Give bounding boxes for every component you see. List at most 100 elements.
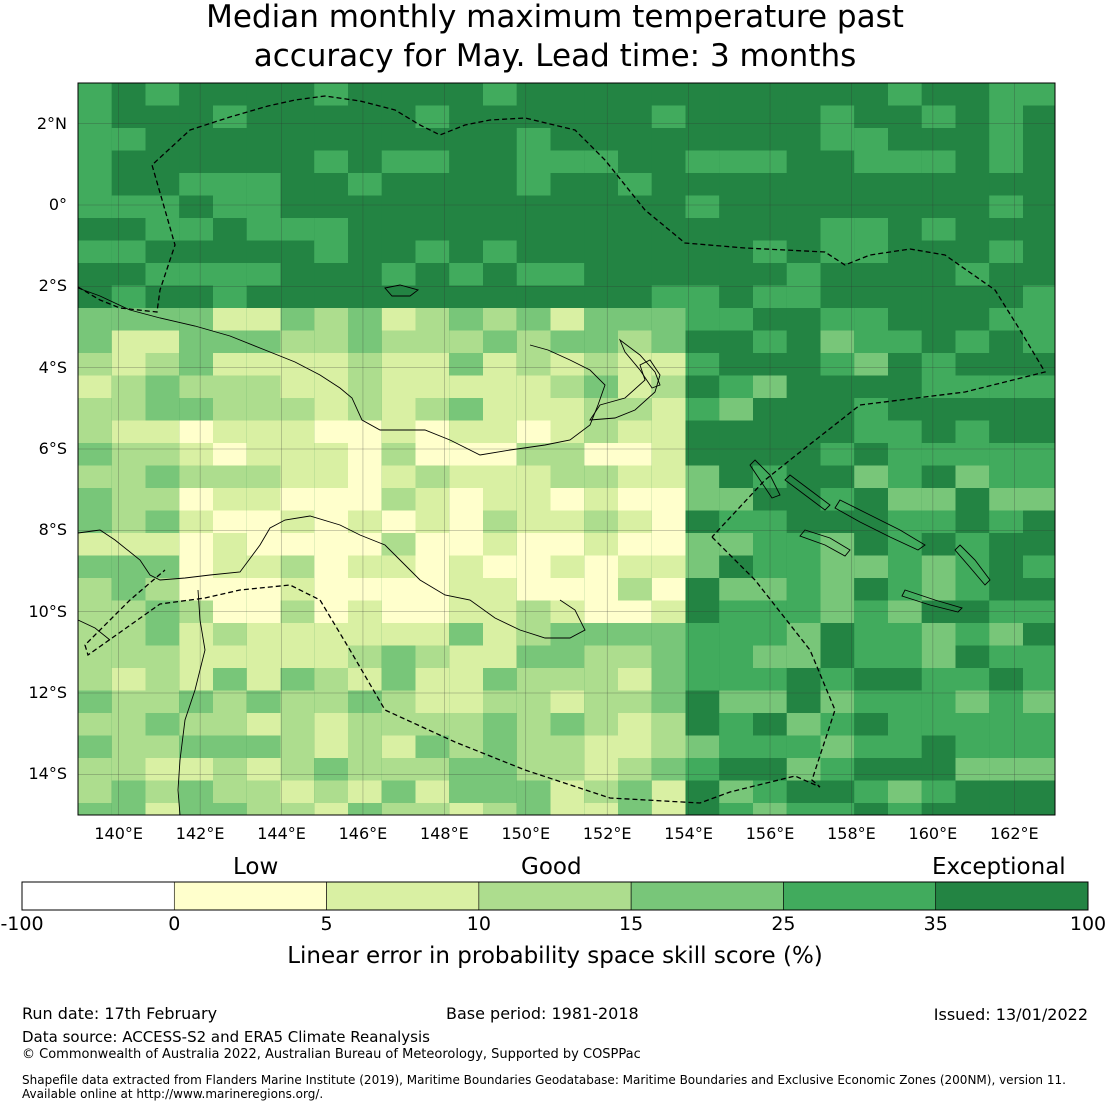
grid-cell xyxy=(415,758,450,781)
grid-cell xyxy=(449,780,483,803)
grid-cell xyxy=(888,510,922,533)
grid-cell xyxy=(348,105,382,128)
grid-cell xyxy=(685,285,720,308)
grid-cell xyxy=(449,263,483,286)
grid-cell xyxy=(921,420,956,443)
grid-cell xyxy=(145,218,180,241)
grid-cell xyxy=(1023,645,1055,668)
grid-cell xyxy=(550,780,585,803)
grid-cell xyxy=(584,128,618,151)
grid-cell xyxy=(381,105,416,128)
grid-cell xyxy=(314,510,348,533)
grid-cell xyxy=(618,645,652,668)
grid-cell xyxy=(348,308,382,331)
grid-cell xyxy=(78,578,112,601)
grid-cell xyxy=(1023,578,1055,601)
lon-label: 154°E xyxy=(664,824,713,843)
grid-cell xyxy=(348,803,382,815)
grid-cell xyxy=(111,263,146,286)
grid-cell xyxy=(550,308,585,331)
grid-cell xyxy=(516,645,551,668)
grid-cell xyxy=(955,465,990,488)
grid-cell xyxy=(584,668,618,691)
grid-cell xyxy=(179,195,213,218)
grid-cell xyxy=(651,668,686,691)
grid-cell xyxy=(179,758,213,781)
grid-cell xyxy=(854,488,888,511)
grid-cell xyxy=(618,668,652,691)
grid-cell xyxy=(111,83,146,106)
grid-cell xyxy=(449,488,483,511)
grid-cell xyxy=(651,420,686,443)
grid-cell xyxy=(584,803,618,815)
grid-cell xyxy=(179,173,213,196)
grid-cell xyxy=(111,308,146,331)
grid-cell xyxy=(955,83,990,106)
colorbar-tick: -100 xyxy=(0,913,44,935)
grid-cell xyxy=(786,240,821,263)
coastline-new-ireland xyxy=(618,338,661,389)
grid-cell xyxy=(786,263,821,286)
grid-cell xyxy=(280,375,315,398)
grid-cell xyxy=(854,353,888,376)
grid-cell xyxy=(145,713,180,736)
grid-cell xyxy=(415,330,450,353)
grid-cell xyxy=(719,645,753,668)
grid-cell xyxy=(213,263,247,286)
grid-cell xyxy=(246,735,281,758)
grid-cell xyxy=(483,668,517,691)
grid-cell xyxy=(449,375,483,398)
grid-cell xyxy=(483,353,517,376)
grid-cell xyxy=(516,555,551,578)
grid-cell xyxy=(854,645,888,668)
grid-cell xyxy=(314,105,348,128)
grid-cell xyxy=(550,218,585,241)
grid-cell xyxy=(111,173,146,196)
grid-cell xyxy=(854,375,888,398)
grid-cell xyxy=(719,420,753,443)
grid-cell xyxy=(955,488,990,511)
grid-cell xyxy=(854,83,888,106)
grid-cell xyxy=(78,420,112,443)
grid-cell xyxy=(550,533,585,556)
grid-cell xyxy=(246,578,281,601)
lat-label: 12°S xyxy=(28,683,67,702)
grid-cell xyxy=(955,533,990,556)
grid-cell xyxy=(213,533,247,556)
grid-cell xyxy=(78,173,112,196)
map-title-line-2: accuracy for May. Lead time: 3 months xyxy=(253,38,857,74)
grid-cell xyxy=(786,690,821,713)
grid-cell xyxy=(955,195,990,218)
grid-cell xyxy=(888,735,922,758)
coastline-solomon-5 xyxy=(799,529,851,557)
grid-cell xyxy=(246,105,281,128)
grid-cell xyxy=(111,105,146,128)
grid-cell xyxy=(989,128,1023,151)
grid-cell xyxy=(213,83,247,106)
grid-cell xyxy=(550,240,585,263)
grid-cell xyxy=(381,645,416,668)
grid-cell xyxy=(786,375,821,398)
lat-label: 6°S xyxy=(38,439,67,458)
lat-label: 2°N xyxy=(36,113,67,133)
colorbar-tick: 5 xyxy=(320,913,333,935)
grid-cell xyxy=(381,308,416,331)
grid-cell xyxy=(854,735,888,758)
grid-cell xyxy=(618,308,652,331)
grid-cell xyxy=(280,690,315,713)
grid-cell xyxy=(651,758,686,781)
grid-cell xyxy=(516,758,551,781)
coastline-solomon-1 xyxy=(834,499,926,551)
grid-cell xyxy=(213,668,247,691)
grid-cell xyxy=(111,780,146,803)
grid-cell xyxy=(314,375,348,398)
grid-cell xyxy=(179,330,213,353)
grid-cell xyxy=(246,533,281,556)
grid-cell xyxy=(415,240,450,263)
eez-solomon-south xyxy=(84,536,836,804)
grid-cell xyxy=(415,353,450,376)
grid-cell xyxy=(111,240,146,263)
grid-cell xyxy=(280,735,315,758)
grid-cell xyxy=(651,285,686,308)
grid-cell xyxy=(111,713,146,736)
